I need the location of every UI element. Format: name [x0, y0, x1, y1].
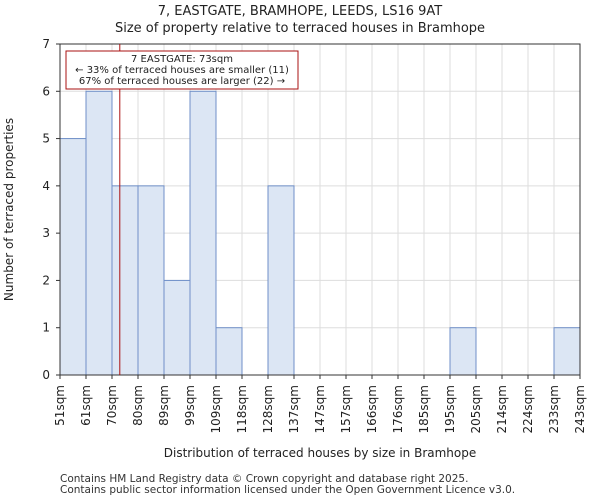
- property-annotation: 7 EASTGATE: 73sqm ← 33% of terraced hous…: [65, 50, 299, 90]
- bar-80sqm: [137, 185, 165, 376]
- chart-subtitle: Size of property relative to terraced ho…: [114, 21, 486, 36]
- x-tick-label: 137sqm: [287, 385, 301, 433]
- x-tick-label: 118sqm: [235, 385, 249, 433]
- y-axis-label: Number of terraced properties: [2, 118, 16, 301]
- bar-89sqm: [163, 279, 191, 376]
- x-tick-label: 70sqm: [105, 385, 119, 426]
- axes: 0 1 2 3 4 5 6 7 51sqm 61sqm 70sqm 80sqm 89sqm 99sqm 10…: [42, 37, 587, 433]
- footer-licence: Contains public sector information licen…: [60, 484, 516, 496]
- x-tick-label: 224sqm: [521, 385, 535, 433]
- x-tick-label: 233sqm: [547, 385, 561, 433]
- y-tick-label: 5: [42, 132, 50, 146]
- x-tick-label: 51sqm: [53, 385, 67, 426]
- y-tick-label: 6: [42, 84, 50, 98]
- x-tick-label: 166sqm: [365, 385, 379, 433]
- y-tick-label: 4: [42, 179, 50, 193]
- x-tick-label: 205sqm: [469, 385, 483, 433]
- bar-99sqm: [189, 90, 217, 376]
- x-tick-label: 147sqm: [313, 385, 327, 433]
- chart-title: 7, EASTGATE, BRAMHOPE, LEEDS, LS16 9AT: [157, 4, 443, 19]
- bars: [59, 90, 581, 376]
- x-tick-label: 195sqm: [443, 385, 457, 433]
- x-tick-label: 176sqm: [391, 385, 405, 433]
- y-tick-label: 7: [42, 37, 50, 51]
- annotation-line-1: 7 EASTGATE: 73sqm: [131, 54, 233, 65]
- x-tick-label: 243sqm: [573, 385, 587, 433]
- x-tick-label: 214sqm: [495, 385, 509, 433]
- x-tick-label: 89sqm: [157, 385, 171, 426]
- bar-109sqm: [215, 327, 243, 376]
- bar-51sqm: [59, 138, 87, 376]
- bar-233sqm: [553, 327, 581, 376]
- x-tick-label: 128sqm: [261, 385, 275, 433]
- bar-61sqm: [85, 90, 113, 376]
- x-tick-label: 185sqm: [417, 385, 431, 433]
- x-axis-label: Distribution of terraced houses by size …: [164, 446, 477, 460]
- bar-128sqm: [267, 185, 295, 376]
- annotation-line-3: 67% of terraced houses are larger (22) →: [79, 76, 285, 87]
- x-tick-label: 109sqm: [209, 385, 223, 433]
- annotation-box: [65, 50, 299, 90]
- y-tick-label: 1: [42, 321, 50, 335]
- y-tick-label: 0: [42, 368, 50, 382]
- footer-copyright: Contains HM Land Registry data © Crown c…: [60, 473, 469, 485]
- bar-70sqm: [111, 185, 139, 376]
- bar-195sqm: [449, 327, 477, 376]
- y-tick-label: 2: [42, 273, 50, 287]
- x-tick-label: 157sqm: [339, 385, 353, 433]
- x-tick-label: 99sqm: [183, 385, 197, 426]
- annotation-line-2: ← 33% of terraced houses are smaller (11…: [75, 65, 289, 76]
- x-tick-label: 61sqm: [79, 385, 93, 426]
- x-tick-label: 80sqm: [131, 385, 145, 426]
- y-tick-label: 3: [42, 226, 50, 240]
